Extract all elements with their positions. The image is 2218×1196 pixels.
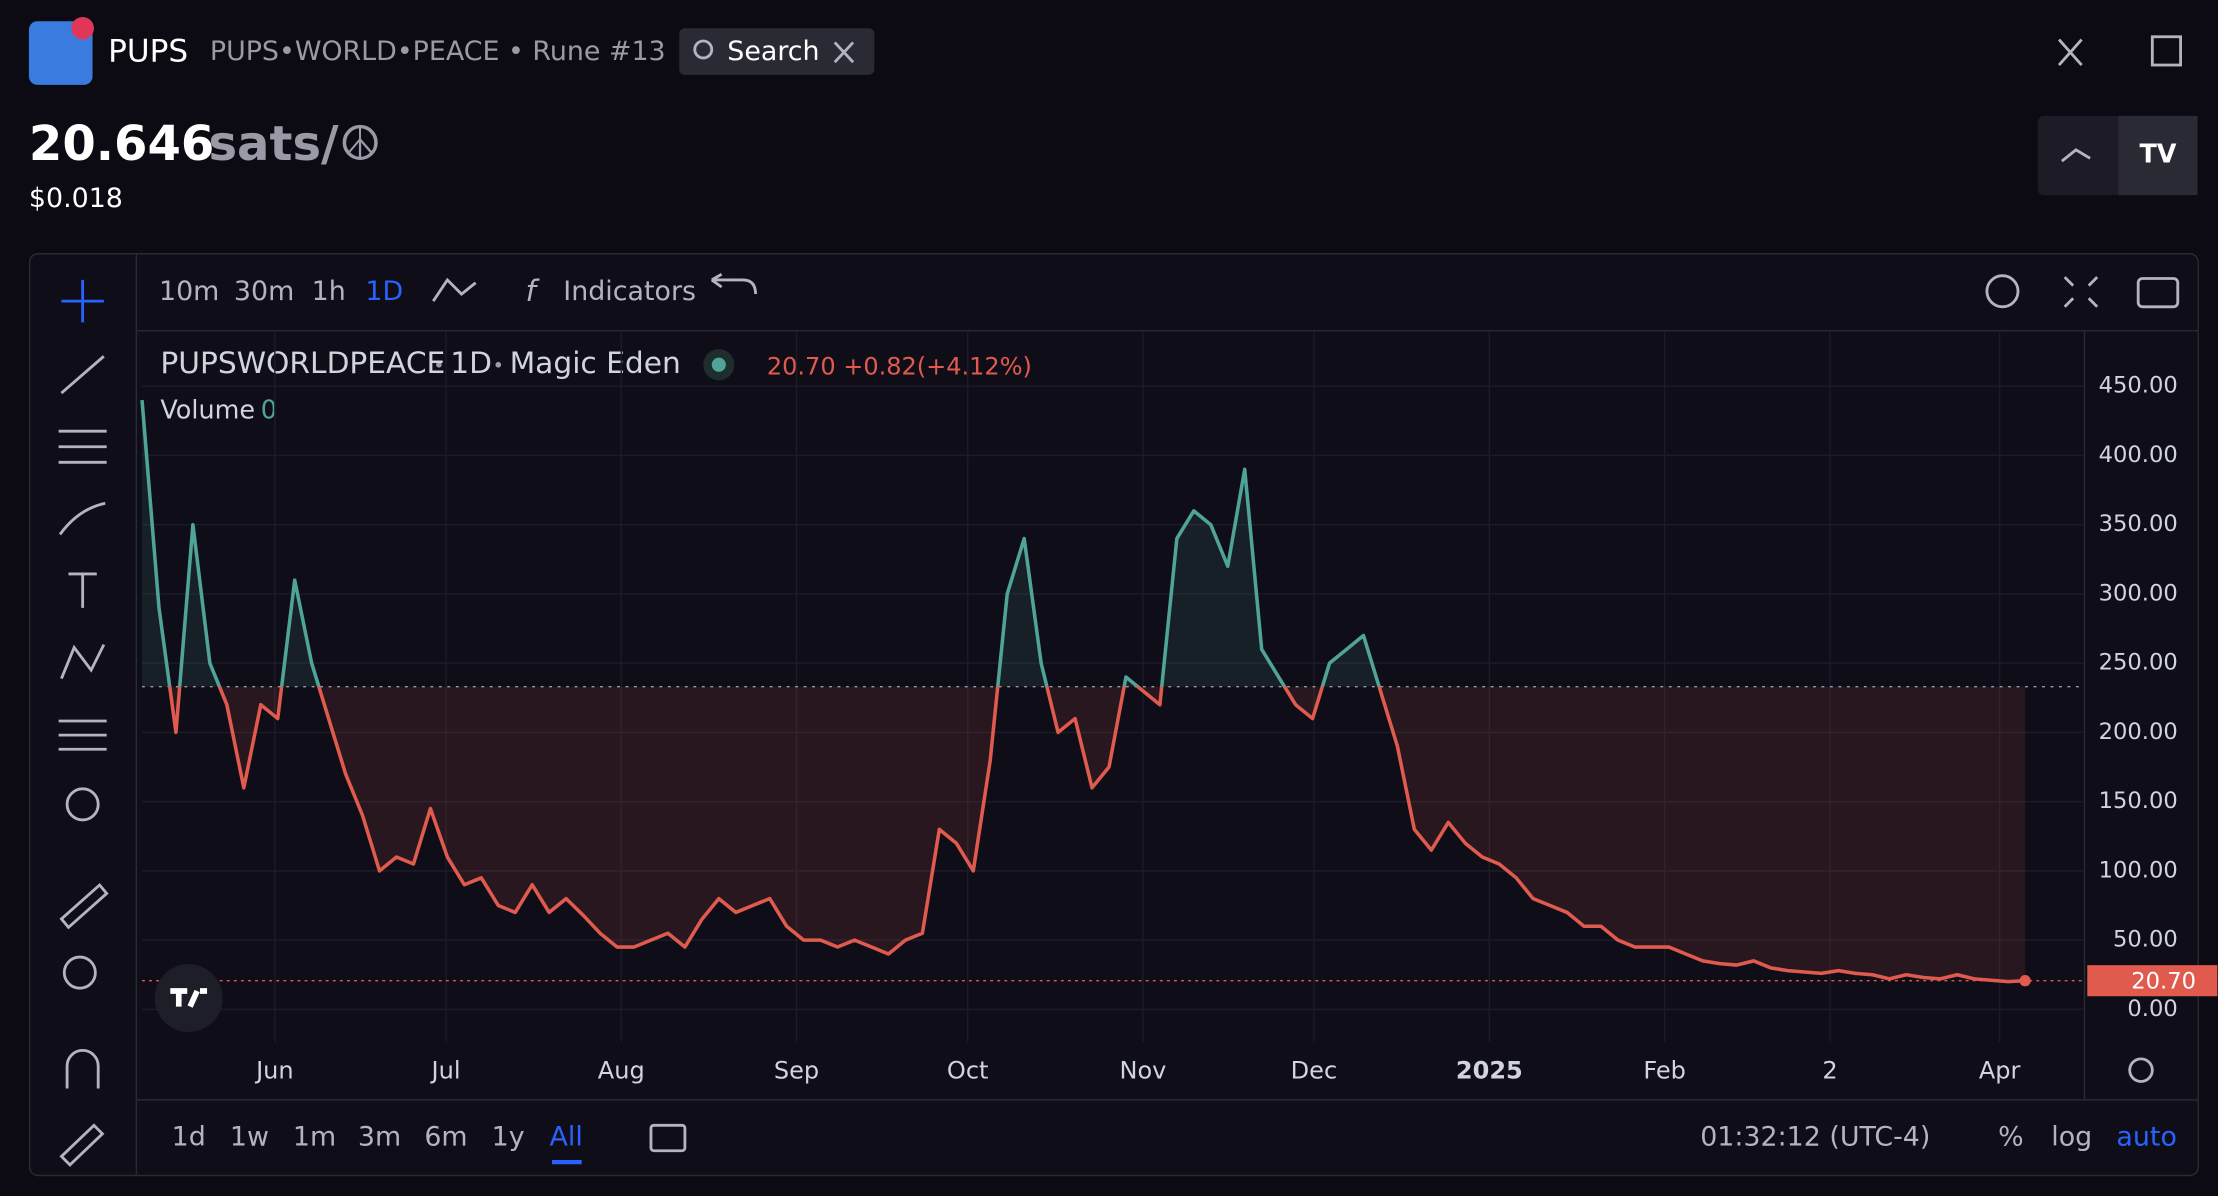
axis-settings[interactable] xyxy=(2128,1057,2154,1083)
x-tick-label: Feb xyxy=(1643,1057,1686,1085)
y-tick-label: 300.00 xyxy=(2099,580,2178,606)
line-icon xyxy=(2060,148,2091,163)
x-tick-label: Aug xyxy=(598,1057,645,1085)
interval-button[interactable]: 30m xyxy=(234,276,294,307)
price-unit: sats/☮ xyxy=(208,116,381,172)
ruler-tool[interactable] xyxy=(59,882,109,930)
y-tick-label: 450.00 xyxy=(2099,373,2178,399)
x-icon[interactable] xyxy=(833,41,855,64)
x-tick-label: Apr xyxy=(1979,1057,2021,1085)
range-button[interactable]: All xyxy=(549,1122,582,1153)
plot xyxy=(140,332,2085,1042)
scale-option[interactable]: auto xyxy=(2116,1122,2176,1153)
panel-toggle[interactable] xyxy=(2150,35,2183,67)
range-button[interactable]: 1y xyxy=(492,1122,525,1153)
range-button[interactable]: 1m xyxy=(293,1122,336,1153)
last-point xyxy=(2019,975,2031,987)
y-tick-label: 50.00 xyxy=(2113,927,2178,953)
text-tool[interactable] xyxy=(68,572,97,608)
crosshair-tool[interactable] xyxy=(61,279,104,323)
prediction-tool[interactable] xyxy=(58,719,107,751)
scale-option[interactable]: % xyxy=(1998,1122,2024,1153)
scale-option[interactable]: log xyxy=(2051,1122,2092,1153)
range-button[interactable]: 6m xyxy=(424,1122,467,1153)
fib-tool[interactable] xyxy=(58,429,107,464)
x-tick-label: Jul xyxy=(430,1057,461,1085)
x-tick-label: Jun xyxy=(254,1057,294,1085)
brush-tool[interactable] xyxy=(58,501,106,536)
search-icon xyxy=(693,39,714,60)
range-button[interactable]: 3m xyxy=(358,1122,401,1153)
undo[interactable] xyxy=(710,273,757,295)
last-price-label: 20.70 xyxy=(2131,969,2196,995)
lock-tool[interactable] xyxy=(59,1123,105,1167)
search-box[interactable] xyxy=(679,28,875,75)
tv-chart-button[interactable] xyxy=(2118,115,2198,196)
legend-exchange: Magic Eden xyxy=(510,345,681,380)
y-tick-label: 200.00 xyxy=(2099,719,2178,745)
y-tick-label: 150.00 xyxy=(2099,788,2178,814)
x-tick-label: Nov xyxy=(1119,1057,1166,1085)
clock: 01:32:12 (UTC-4) xyxy=(1700,1122,1930,1153)
emoji-tool[interactable] xyxy=(65,787,100,822)
interval-button[interactable]: 10m xyxy=(159,276,219,307)
x-tick-label: Dec xyxy=(1291,1057,1337,1085)
x-tick-label: Oct xyxy=(947,1057,989,1085)
area-fill xyxy=(142,400,2026,982)
settings[interactable] xyxy=(1985,274,2020,309)
x-link[interactable] xyxy=(2057,38,2083,66)
trend-line-tool[interactable] xyxy=(60,355,105,395)
chart-style[interactable] xyxy=(432,277,477,302)
pattern-tool[interactable] xyxy=(60,644,106,680)
usd-price: $0.018 xyxy=(29,183,123,214)
date-range-icon[interactable] xyxy=(649,1123,687,1153)
tv-icon: TV xyxy=(2139,139,2176,169)
legend-last: 20.70 xyxy=(767,353,836,381)
x-tick-label: 2 xyxy=(1822,1057,1837,1085)
legend-symbol: PUPSWORLDPEACE xyxy=(160,345,445,380)
tv-watermark-glyph xyxy=(170,988,208,1008)
separator xyxy=(436,361,442,368)
rune-name: PUPS•WORLD•PEACE • Rune #13 xyxy=(210,36,666,67)
y-tick-label: 0.00 xyxy=(2127,996,2177,1022)
tv-watermark xyxy=(154,964,223,1033)
interval-button[interactable]: 1D xyxy=(365,276,403,307)
volume-label: Volume xyxy=(160,394,255,424)
volume-value: 0 xyxy=(261,394,277,424)
price-line xyxy=(140,399,2026,984)
indicators-button[interactable]: Indicators xyxy=(563,276,696,307)
y-tick-label: 250.00 xyxy=(2099,650,2178,676)
drawing-tools[interactable] xyxy=(58,279,109,1167)
range-button[interactable]: 1w xyxy=(230,1122,269,1153)
verified-badge xyxy=(71,16,94,40)
legend-interval: 1D xyxy=(450,345,492,380)
y-tick-label: 350.00 xyxy=(2099,511,2178,537)
interval-button[interactable]: 1h xyxy=(312,276,346,307)
screenshot[interactable] xyxy=(2136,277,2180,309)
fullscreen[interactable] xyxy=(2063,276,2099,308)
legend-change: +0.82 xyxy=(843,353,917,381)
status-dot xyxy=(711,357,726,372)
x-tick-label: Sep xyxy=(774,1057,819,1085)
legend-change-pct: (+4.12%) xyxy=(917,353,1032,381)
separator xyxy=(495,361,502,368)
price: 20.646 xyxy=(29,116,214,172)
last-price-tag xyxy=(2087,965,2218,997)
search-label[interactable]: Search xyxy=(727,36,819,67)
y-tick-label: 400.00 xyxy=(2099,442,2178,468)
range-button[interactable]: 1d xyxy=(172,1122,206,1153)
y-tick-label: 100.00 xyxy=(2099,857,2178,883)
symbol: PUPS xyxy=(108,33,188,69)
magnet-tool[interactable] xyxy=(65,1049,100,1089)
zoom-tool[interactable] xyxy=(62,955,97,990)
x-tick-label: 2025 xyxy=(1456,1057,1523,1085)
